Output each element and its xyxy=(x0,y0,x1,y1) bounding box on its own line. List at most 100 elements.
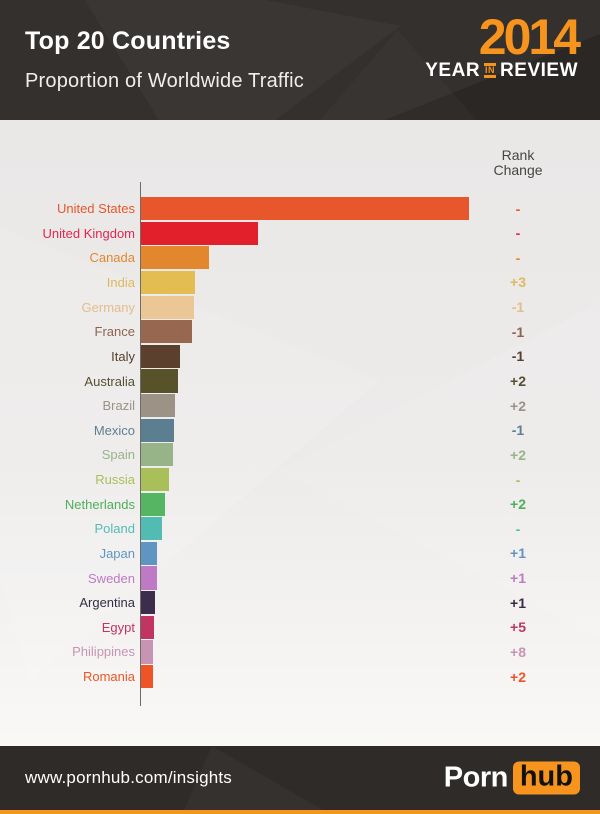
country-label: Russia xyxy=(95,472,135,488)
table-row: Russia - xyxy=(0,467,600,492)
country-label: Philippines xyxy=(72,644,135,660)
country-bar xyxy=(141,295,194,319)
table-row: Brazil +2 xyxy=(0,394,600,418)
rank-change-value: +2 xyxy=(510,373,526,389)
table-row: Netherlands +2 xyxy=(0,492,600,516)
header-facet-decoration xyxy=(60,0,400,120)
pornhub-logo-part2: hub xyxy=(512,761,580,795)
country-label: Italy xyxy=(111,348,135,364)
table-row: Romania +2 xyxy=(0,664,600,689)
logo-word-year: YEAR xyxy=(425,59,481,81)
table-row: United Kingdom - xyxy=(0,221,600,245)
country-label: Egypt xyxy=(101,619,135,635)
table-row: Sweden +1 xyxy=(0,566,600,590)
country-label: Mexico xyxy=(93,422,135,438)
header: Top 20 Countries Proportion of Worldwide… xyxy=(0,0,600,120)
rank-change-value: - xyxy=(515,200,521,217)
table-row: Germany -1 xyxy=(0,295,600,319)
rank-change-value: -1 xyxy=(511,422,525,439)
country-bar xyxy=(141,246,209,270)
country-label: Canada xyxy=(89,250,135,266)
year-in-review-logo: 2014 YEAR IN REVIEW xyxy=(425,9,581,82)
table-row: Philippines +8 xyxy=(0,640,600,664)
rank-change-value: +2 xyxy=(510,496,526,513)
country-bar xyxy=(141,467,169,492)
rank-change-value: +2 xyxy=(510,668,526,685)
country-bar xyxy=(141,344,180,368)
rank-change-value: +3 xyxy=(510,274,526,291)
rank-change-value: +8 xyxy=(510,643,526,660)
rank-change-value: +2 xyxy=(510,446,526,463)
rank-header-line2: Change xyxy=(493,162,543,178)
bottom-accent-strip xyxy=(0,810,600,814)
country-bar xyxy=(141,270,195,295)
table-row: Argentina +1 xyxy=(0,591,600,615)
y-axis-line xyxy=(140,182,141,706)
table-row: Canada - xyxy=(0,246,600,270)
country-label: United Kingdom xyxy=(42,225,136,241)
country-bar xyxy=(141,566,157,590)
country-bar xyxy=(141,443,173,467)
table-row: France -1 xyxy=(0,320,600,344)
country-bar xyxy=(141,221,258,245)
country-label: Argentina xyxy=(79,595,135,611)
table-row: Italy -1 xyxy=(0,344,600,368)
country-bar xyxy=(141,517,162,541)
page-subtitle: Proportion of Worldwide Traffic xyxy=(25,70,304,92)
logo-tagline: YEAR IN REVIEW xyxy=(425,60,578,82)
pornhub-logo[interactable]: Porn hub xyxy=(444,761,580,795)
rank-change-value: +1 xyxy=(510,570,526,587)
country-bar xyxy=(141,320,192,344)
table-row: Mexico -1 xyxy=(0,418,600,442)
country-bar xyxy=(141,541,157,565)
table-row: Japan +1 xyxy=(0,541,600,565)
rank-change-value: +2 xyxy=(510,397,526,414)
country-bar xyxy=(141,615,154,639)
country-bar xyxy=(141,394,175,418)
country-bar xyxy=(141,664,153,689)
logo-year-text: 2014 xyxy=(478,9,581,65)
logo-word-review: REVIEW xyxy=(500,59,578,81)
table-row: Spain +2 xyxy=(0,443,600,467)
table-row: Poland - xyxy=(0,517,600,541)
rank-change-value: -1 xyxy=(511,323,525,340)
country-label: Spain xyxy=(101,447,135,463)
country-label: Brazil xyxy=(102,398,135,414)
rank-change-column-header: Rank Change xyxy=(478,148,558,178)
rank-change-value: +5 xyxy=(510,619,526,636)
country-label: France xyxy=(94,324,135,340)
table-row: Egypt +5 xyxy=(0,615,600,639)
bar-chart: Rank Change United States - United Kingdom… xyxy=(0,120,600,746)
country-label: Australia xyxy=(84,373,135,389)
insights-url[interactable]: www.pornhub.com/insights xyxy=(25,768,233,787)
country-label: Germany xyxy=(81,299,135,315)
country-bar xyxy=(141,640,153,664)
rank-change-value: +1 xyxy=(510,545,526,562)
table-row: United States - xyxy=(0,197,600,221)
country-bar xyxy=(141,492,165,516)
rank-change-value: - xyxy=(515,249,521,266)
rank-change-value: - xyxy=(515,471,521,488)
country-label: Sweden xyxy=(88,570,135,586)
page-title: Top 20 Countries xyxy=(25,27,231,55)
rank-change-value: -1 xyxy=(511,348,525,365)
country-label: Japan xyxy=(99,545,135,561)
country-bar xyxy=(141,369,178,393)
country-bar xyxy=(141,418,174,442)
country-bar xyxy=(141,591,155,615)
footer: www.pornhub.com/insights Porn hub xyxy=(0,746,600,810)
rank-change-value: - xyxy=(515,225,521,242)
logo-word-in: IN xyxy=(484,62,497,79)
table-row: India +3 xyxy=(0,270,600,295)
country-label: Netherlands xyxy=(64,496,135,512)
country-bar xyxy=(141,197,469,221)
country-label: Romania xyxy=(82,669,135,685)
rank-change-value: -1 xyxy=(511,299,525,316)
country-label: Poland xyxy=(94,521,135,537)
country-label: India xyxy=(106,274,135,290)
rank-change-value: +1 xyxy=(510,594,526,611)
rank-header-line1: Rank xyxy=(501,147,535,163)
rank-change-value: - xyxy=(515,520,521,537)
table-row: Australia +2 xyxy=(0,369,600,393)
